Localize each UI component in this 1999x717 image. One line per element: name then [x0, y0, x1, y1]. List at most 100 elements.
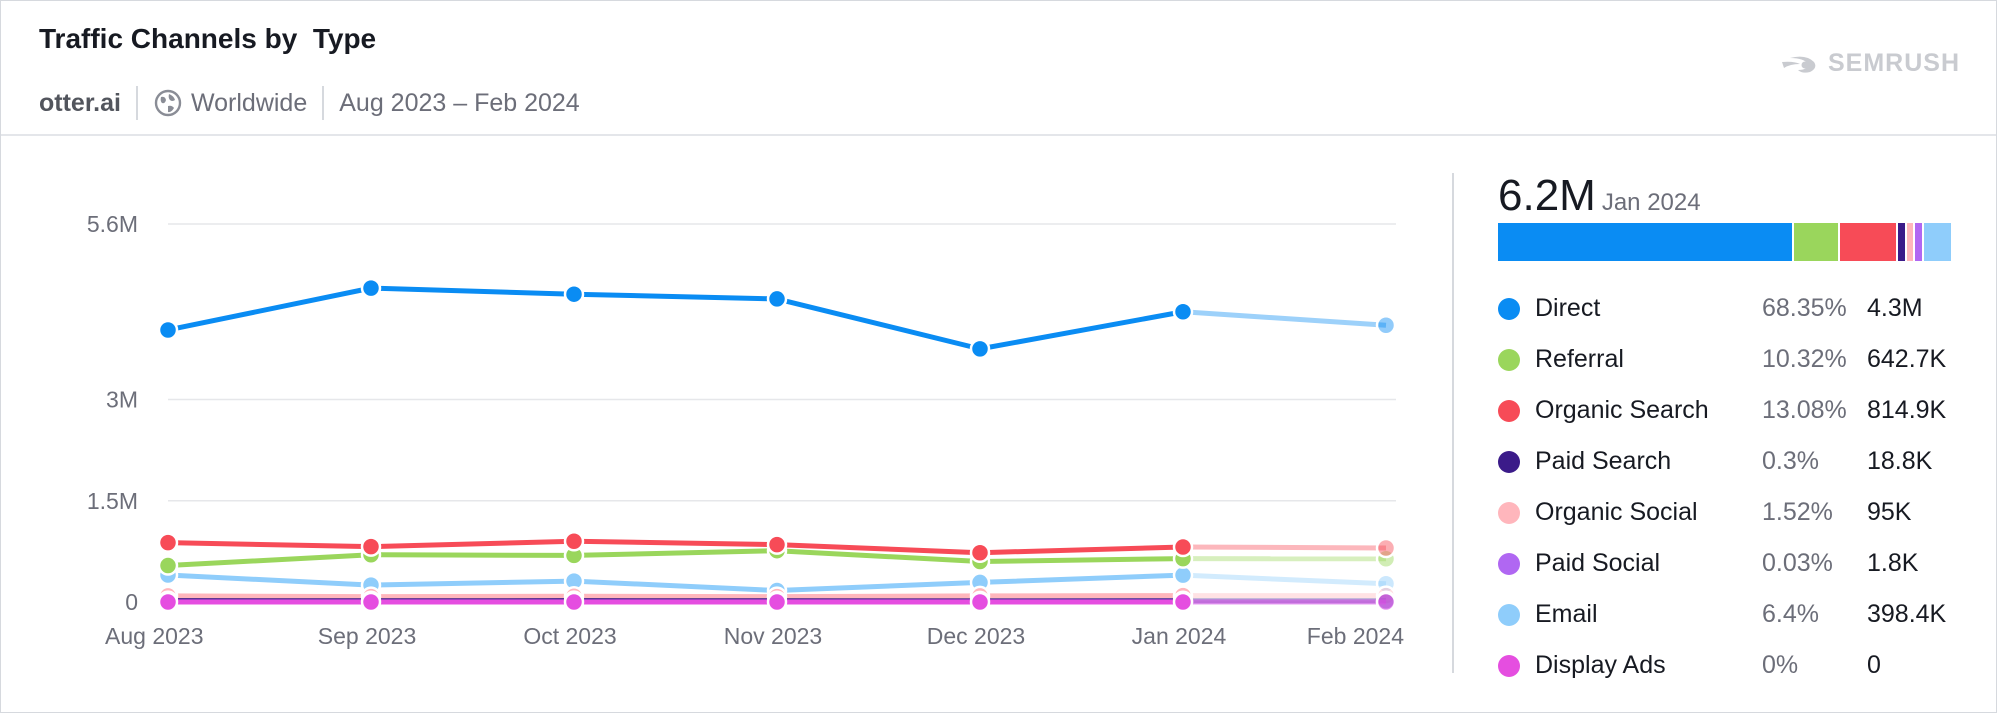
legend-percent: 0% — [1762, 651, 1799, 679]
legend-dot — [1498, 450, 1520, 473]
legend-percent: 6.4% — [1762, 600, 1819, 628]
legend-row[interactable]: Organic Social 1.52% 95K — [1498, 487, 1968, 538]
legend-name: Organic Social — [1535, 498, 1698, 526]
legend-row[interactable]: Email 6.4% 398.4K — [1498, 589, 1968, 640]
legend-value: 814.9K — [1867, 396, 1947, 424]
legend-name: Direct — [1535, 294, 1601, 322]
panel-divider — [1452, 173, 1454, 673]
chart-series — [157, 277, 1397, 613]
data-point[interactable] — [157, 555, 179, 576]
legend-row[interactable]: Referral 10.32% 642.7K — [1498, 334, 1968, 385]
data-point[interactable] — [563, 531, 585, 552]
channel-share-bar — [1498, 223, 1953, 261]
legend-name: Display Ads — [1535, 651, 1666, 679]
meta-divider — [322, 86, 325, 120]
legend-dot — [1498, 603, 1520, 626]
series-line — [167, 285, 1184, 352]
x-axis-labels: Aug 2023 Sep 2023 Oct 2023 Nov 2023 Dec 2023… — [105, 623, 1404, 649]
y-tick-label: 1.5M — [87, 488, 138, 514]
share-segment — [1898, 223, 1905, 261]
data-point[interactable] — [969, 542, 991, 563]
legend-row[interactable]: Paid Search 0.3% 18.8K — [1498, 436, 1968, 487]
share-segment — [1793, 223, 1838, 261]
data-point[interactable] — [766, 534, 788, 555]
semrush-logo: SEMRUSH — [1780, 49, 1960, 78]
card-header: Traffic Channels by Type otter.ai Worldw… — [1, 1, 1996, 136]
legend-dot — [1498, 654, 1520, 677]
legend-value: 642.7K — [1867, 345, 1947, 373]
legend-name: Email — [1535, 600, 1598, 628]
data-point[interactable] — [360, 591, 382, 613]
share-segment — [1906, 223, 1914, 261]
summary-period: Jan 2024 — [1601, 189, 1701, 216]
y-tick-label: 0 — [125, 589, 138, 615]
series-line — [167, 572, 1184, 594]
data-point[interactable] — [969, 338, 991, 360]
legend-value: 398.4K — [1867, 600, 1947, 628]
series-line — [167, 593, 1184, 600]
legend-percent: 1.52% — [1762, 498, 1833, 526]
card-meta: otter.ai Worldwide Aug 2023 – Feb 2024 — [39, 85, 580, 121]
region-label[interactable]: Worldwide — [190, 88, 308, 117]
data-point[interactable] — [360, 536, 382, 557]
data-point[interactable] — [157, 532, 179, 553]
data-point[interactable] — [1375, 591, 1397, 613]
legend-percent: 10.32% — [1762, 345, 1847, 373]
data-point[interactable] — [969, 591, 991, 613]
line-chart: 0 1.5M 3M 5.6M Aug 2023 Sep 2023 Oct 2023 Nov … — [87, 211, 1404, 649]
y-tick-label: 3M — [106, 387, 138, 413]
data-point[interactable] — [563, 283, 585, 305]
data-point[interactable] — [1375, 537, 1397, 559]
series-line — [167, 548, 1184, 569]
data-point[interactable] — [1172, 591, 1194, 613]
data-point[interactable] — [1172, 536, 1194, 558]
legend-row[interactable]: Organic Search 13.08% 814.9K — [1498, 385, 1968, 436]
domain-label[interactable]: otter.ai — [39, 88, 121, 117]
data-point[interactable] — [157, 591, 179, 613]
series-organic-search[interactable] — [157, 531, 1397, 563]
legend-row[interactable]: Display Ads 0% 0 — [1498, 640, 1968, 691]
data-point[interactable] — [1375, 585, 1397, 606]
summary-heading: 6.2M Jan 2024 — [1498, 171, 1958, 221]
semrush-flame-icon — [1781, 56, 1816, 73]
card-title: Traffic Channels by Type — [39, 23, 377, 54]
legend-value: 0 — [1867, 651, 1881, 679]
x-tick-label: Sep 2023 — [318, 623, 416, 649]
legend-value: 18.8K — [1867, 447, 1933, 475]
legend-value: 4.3M — [1867, 294, 1923, 322]
total-visits: 6.2M — [1498, 171, 1596, 220]
meta-divider — [135, 86, 138, 120]
date-range-label[interactable]: Aug 2023 – Feb 2024 — [339, 88, 580, 117]
series-line — [167, 538, 1184, 556]
legend-percent: 13.08% — [1762, 396, 1847, 424]
data-point[interactable] — [766, 288, 788, 310]
share-segment — [1923, 223, 1951, 261]
x-tick-label: Nov 2023 — [724, 623, 822, 649]
data-point[interactable] — [1172, 301, 1194, 322]
series-line-projected — [1182, 544, 1387, 551]
legend-dot — [1498, 348, 1520, 371]
legend-dot — [1498, 552, 1520, 575]
channel-legend: Direct 68.35% 4.3M Referral 10.32% 642.7K Orga… — [1498, 283, 1968, 691]
legend-name: Organic Search — [1535, 396, 1709, 424]
data-point[interactable] — [563, 591, 585, 613]
legend-row[interactable]: Paid Social 0.03% 1.8K — [1498, 538, 1968, 589]
data-point[interactable] — [1375, 548, 1397, 570]
data-point[interactable] — [157, 319, 179, 341]
data-point[interactable] — [360, 277, 382, 299]
data-point[interactable] — [766, 591, 788, 613]
x-tick-label: Dec 2023 — [927, 623, 1025, 649]
legend-name: Referral — [1535, 345, 1624, 373]
legend-value: 95K — [1867, 498, 1912, 526]
data-point[interactable] — [1375, 315, 1397, 336]
series-display-ads[interactable] — [157, 591, 1397, 613]
legend-row[interactable]: Direct 68.35% 4.3M — [1498, 283, 1968, 334]
y-axis-labels: 0 1.5M 3M 5.6M — [87, 211, 138, 615]
legend-dot — [1498, 399, 1520, 422]
legend-value: 1.8K — [1867, 549, 1919, 577]
x-tick-label: Feb 2024 — [1307, 623, 1404, 649]
globe-icon — [154, 89, 182, 117]
x-tick-label: Jan 2024 — [1132, 623, 1227, 649]
legend-dot — [1498, 501, 1520, 524]
series-direct[interactable] — [157, 277, 1397, 360]
